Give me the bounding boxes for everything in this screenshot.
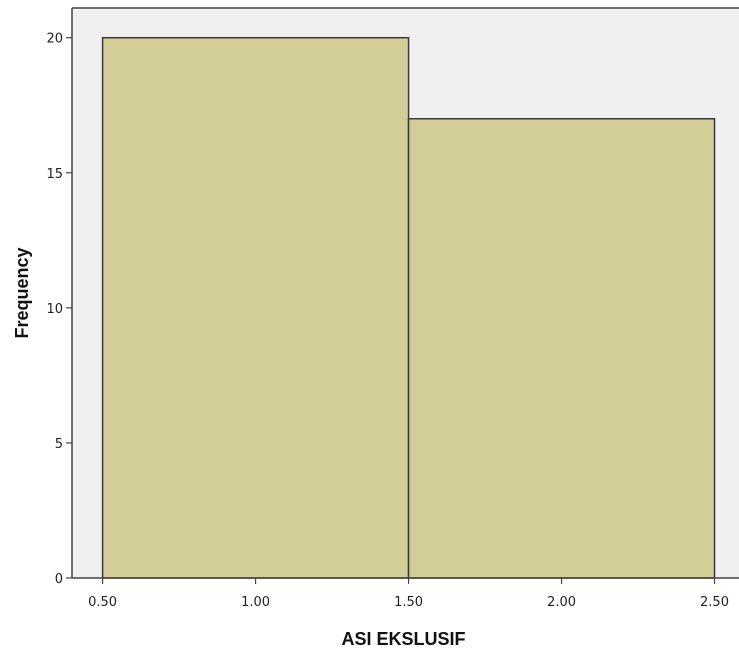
x-axis-ticks: 0.50 1.00 1.50 2.00 2.50 <box>88 578 729 610</box>
x-tick-label: 2.50 <box>700 595 729 610</box>
y-tick-label: 5 <box>55 437 63 452</box>
y-axis-title: Frequency <box>12 247 32 338</box>
y-tick-label: 0 <box>55 572 63 587</box>
y-tick-label: 10 <box>46 302 63 317</box>
y-axis-ticks: 0 5 10 15 20 <box>46 32 72 587</box>
x-tick-label: 0.50 <box>88 595 117 610</box>
bars-group <box>101 36 716 579</box>
y-tick-label: 15 <box>46 167 63 182</box>
x-tick-label: 1.00 <box>241 595 270 610</box>
histogram-bar-2 <box>407 118 716 579</box>
x-axis-title: ASI EKSLUSIF <box>341 629 465 649</box>
y-tick-label: 20 <box>46 32 63 47</box>
x-tick-label: 2.00 <box>547 595 576 610</box>
x-tick-label: 1.50 <box>394 595 423 610</box>
histogram-bar-1 <box>101 36 410 579</box>
